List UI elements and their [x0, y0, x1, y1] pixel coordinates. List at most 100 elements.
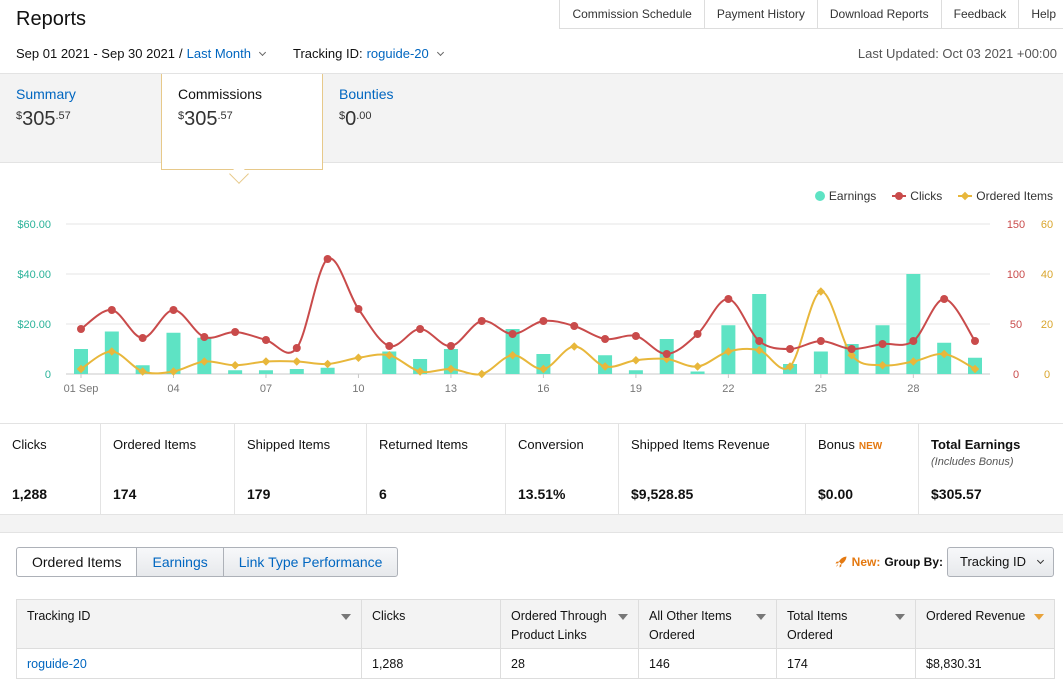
- y-right-clicks-tick-label: 100: [1007, 269, 1025, 281]
- nav-download-reports[interactable]: Download Reports: [818, 0, 942, 28]
- col-ordered-through-product-links[interactable]: Ordered Through Product Links: [500, 599, 639, 649]
- tab-summary-label: Summary: [16, 86, 76, 102]
- y-left-tick-label: $40.00: [17, 269, 51, 281]
- clicks-point: [231, 328, 240, 336]
- clicks-point: [755, 337, 764, 345]
- clicks-point: [477, 317, 486, 325]
- nav-payment-history[interactable]: Payment History: [705, 0, 818, 28]
- ordered-items-point: [569, 342, 579, 351]
- clicks-point: [200, 333, 209, 341]
- earnings-bar: [813, 351, 828, 374]
- y-right-items-tick-label: 20: [1041, 319, 1053, 331]
- chevron-down-icon[interactable]: [258, 48, 267, 56]
- stat-total-earnings-label: Total Earnings: [931, 437, 1021, 452]
- new-label: New:: [851, 555, 881, 569]
- tracking-id-value: roguide-20: [366, 46, 429, 61]
- clicks-point: [878, 340, 887, 348]
- earnings-bar: [875, 325, 890, 374]
- legend-earnings[interactable]: Earnings: [814, 189, 876, 203]
- col-total-items[interactable]: Total Items Ordered: [776, 599, 916, 649]
- segment-link-type-performance[interactable]: Link Type Performance: [222, 547, 399, 577]
- tab-commissions[interactable]: Commissions $305.57: [161, 74, 323, 170]
- cell-tracking-id[interactable]: roguide-20: [16, 648, 362, 679]
- nav-commission-schedule[interactable]: Commission Schedule: [560, 0, 705, 28]
- date-separator: /: [179, 46, 183, 61]
- sort-icon[interactable]: [341, 614, 351, 620]
- ordered-items-point: [939, 349, 949, 359]
- clicks-point: [847, 345, 856, 353]
- y-right-clicks-tick-label: 0: [1013, 369, 1019, 381]
- stats-bar: Clicks 1,288 Ordered Items 174 Shipped I…: [0, 423, 1063, 515]
- tracking-label: Tracking ID:: [292, 46, 363, 61]
- legend-ordered-items[interactable]: Ordered Items: [958, 189, 1053, 203]
- cell-ordered-through-links: 28: [500, 648, 639, 679]
- nav-feedback[interactable]: Feedback: [942, 0, 1020, 28]
- ordered-items-point: [76, 364, 86, 374]
- clicks-line: [80, 257, 976, 356]
- clicks-point: [107, 306, 116, 314]
- col-ordered-revenue[interactable]: Ordered Revenue: [915, 599, 1055, 649]
- sort-desc-icon[interactable]: [1034, 614, 1044, 620]
- cell-clicks: 1,288: [361, 648, 501, 679]
- clicks-point: [446, 342, 455, 350]
- ordered-items-point: [415, 367, 425, 376]
- top-nav: Commission Schedule Payment History Down…: [559, 0, 1063, 29]
- ordered-items-point: [847, 351, 856, 360]
- col-tracking-id[interactable]: Tracking ID: [16, 599, 362, 649]
- sort-icon[interactable]: [756, 614, 766, 620]
- sort-icon[interactable]: [618, 614, 628, 620]
- stat-clicks-value: 1,288: [12, 486, 48, 502]
- y-left-tick-label: $60.00: [17, 219, 51, 231]
- sort-icon[interactable]: [895, 614, 905, 620]
- earnings-bar: [258, 370, 273, 374]
- group-by-select[interactable]: Tracking ID: [947, 547, 1054, 577]
- y-right-items-tick-label: 0: [1044, 369, 1050, 381]
- stat-shipped-items-value: 179: [247, 486, 271, 502]
- stat-conversion: Conversion 13.51%: [506, 424, 619, 514]
- ordered-items-point: [446, 364, 456, 374]
- col-all-other-items[interactable]: All Other Items Ordered: [638, 599, 777, 649]
- stat-bonus-label: Bonus NEW: [818, 437, 883, 452]
- x-tick-label: 01 Sep: [64, 383, 99, 395]
- ordered-items-point: [693, 362, 702, 371]
- table-header-row: Tracking ID Clicks Ordered Through Produ…: [16, 599, 1055, 649]
- earnings-bar: [690, 371, 705, 374]
- clicks-point: [508, 330, 517, 338]
- stat-total-earnings: Total Earnings (Includes Bonus) $305.57: [919, 424, 1063, 514]
- stat-shipped-revenue-label: Shipped Items Revenue: [631, 437, 770, 452]
- ordered-items-point: [970, 364, 980, 374]
- ordered-items-point: [169, 367, 178, 376]
- report-filters: Sep 01 2021 - Sep 30 2021 / Last Month T…: [16, 46, 444, 61]
- clicks-point: [354, 305, 363, 313]
- tab-summary-amount: $305.57: [16, 108, 71, 130]
- clicks-point: [601, 335, 610, 343]
- table-row: roguide-20 1,288 28 146 174 $8,830.31: [16, 648, 1055, 679]
- earnings-bar: [166, 332, 181, 374]
- x-tick-label: 16: [537, 383, 549, 395]
- tab-bounties[interactable]: Bounties $0.00: [323, 74, 473, 164]
- ordered-items-point: [909, 357, 918, 366]
- x-tick-label: 22: [722, 383, 734, 395]
- earnings-bar: [752, 294, 767, 374]
- earnings-bar: [228, 370, 243, 374]
- y-right-clicks-tick-label: 150: [1007, 219, 1025, 231]
- segment-ordered-items[interactable]: Ordered Items: [16, 547, 138, 577]
- stat-returned-items-label: Returned Items: [379, 437, 468, 452]
- ordered-items-point: [816, 287, 826, 296]
- date-preset-dropdown[interactable]: Last Month: [187, 46, 251, 61]
- chevron-down-icon[interactable]: [436, 48, 444, 56]
- tab-summary[interactable]: Summary $305.57: [0, 74, 162, 164]
- legend-clicks[interactable]: Clicks: [892, 189, 942, 203]
- earnings-bar: [937, 342, 952, 374]
- ordered-items-point: [292, 357, 302, 366]
- clicks-point: [570, 322, 579, 330]
- clicks-point: [816, 337, 825, 345]
- col-clicks[interactable]: Clicks: [361, 599, 501, 649]
- nav-help[interactable]: Help: [1031, 7, 1056, 21]
- tracking-id-dropdown[interactable]: roguide-20: [367, 46, 429, 61]
- segment-earnings[interactable]: Earnings: [136, 547, 224, 577]
- ordered-items-point: [107, 347, 117, 356]
- legend-ordered-items-swatch: [958, 191, 973, 201]
- group-by-control: New: Group By: Tracking ID: [834, 547, 1054, 577]
- clicks-point: [909, 337, 918, 345]
